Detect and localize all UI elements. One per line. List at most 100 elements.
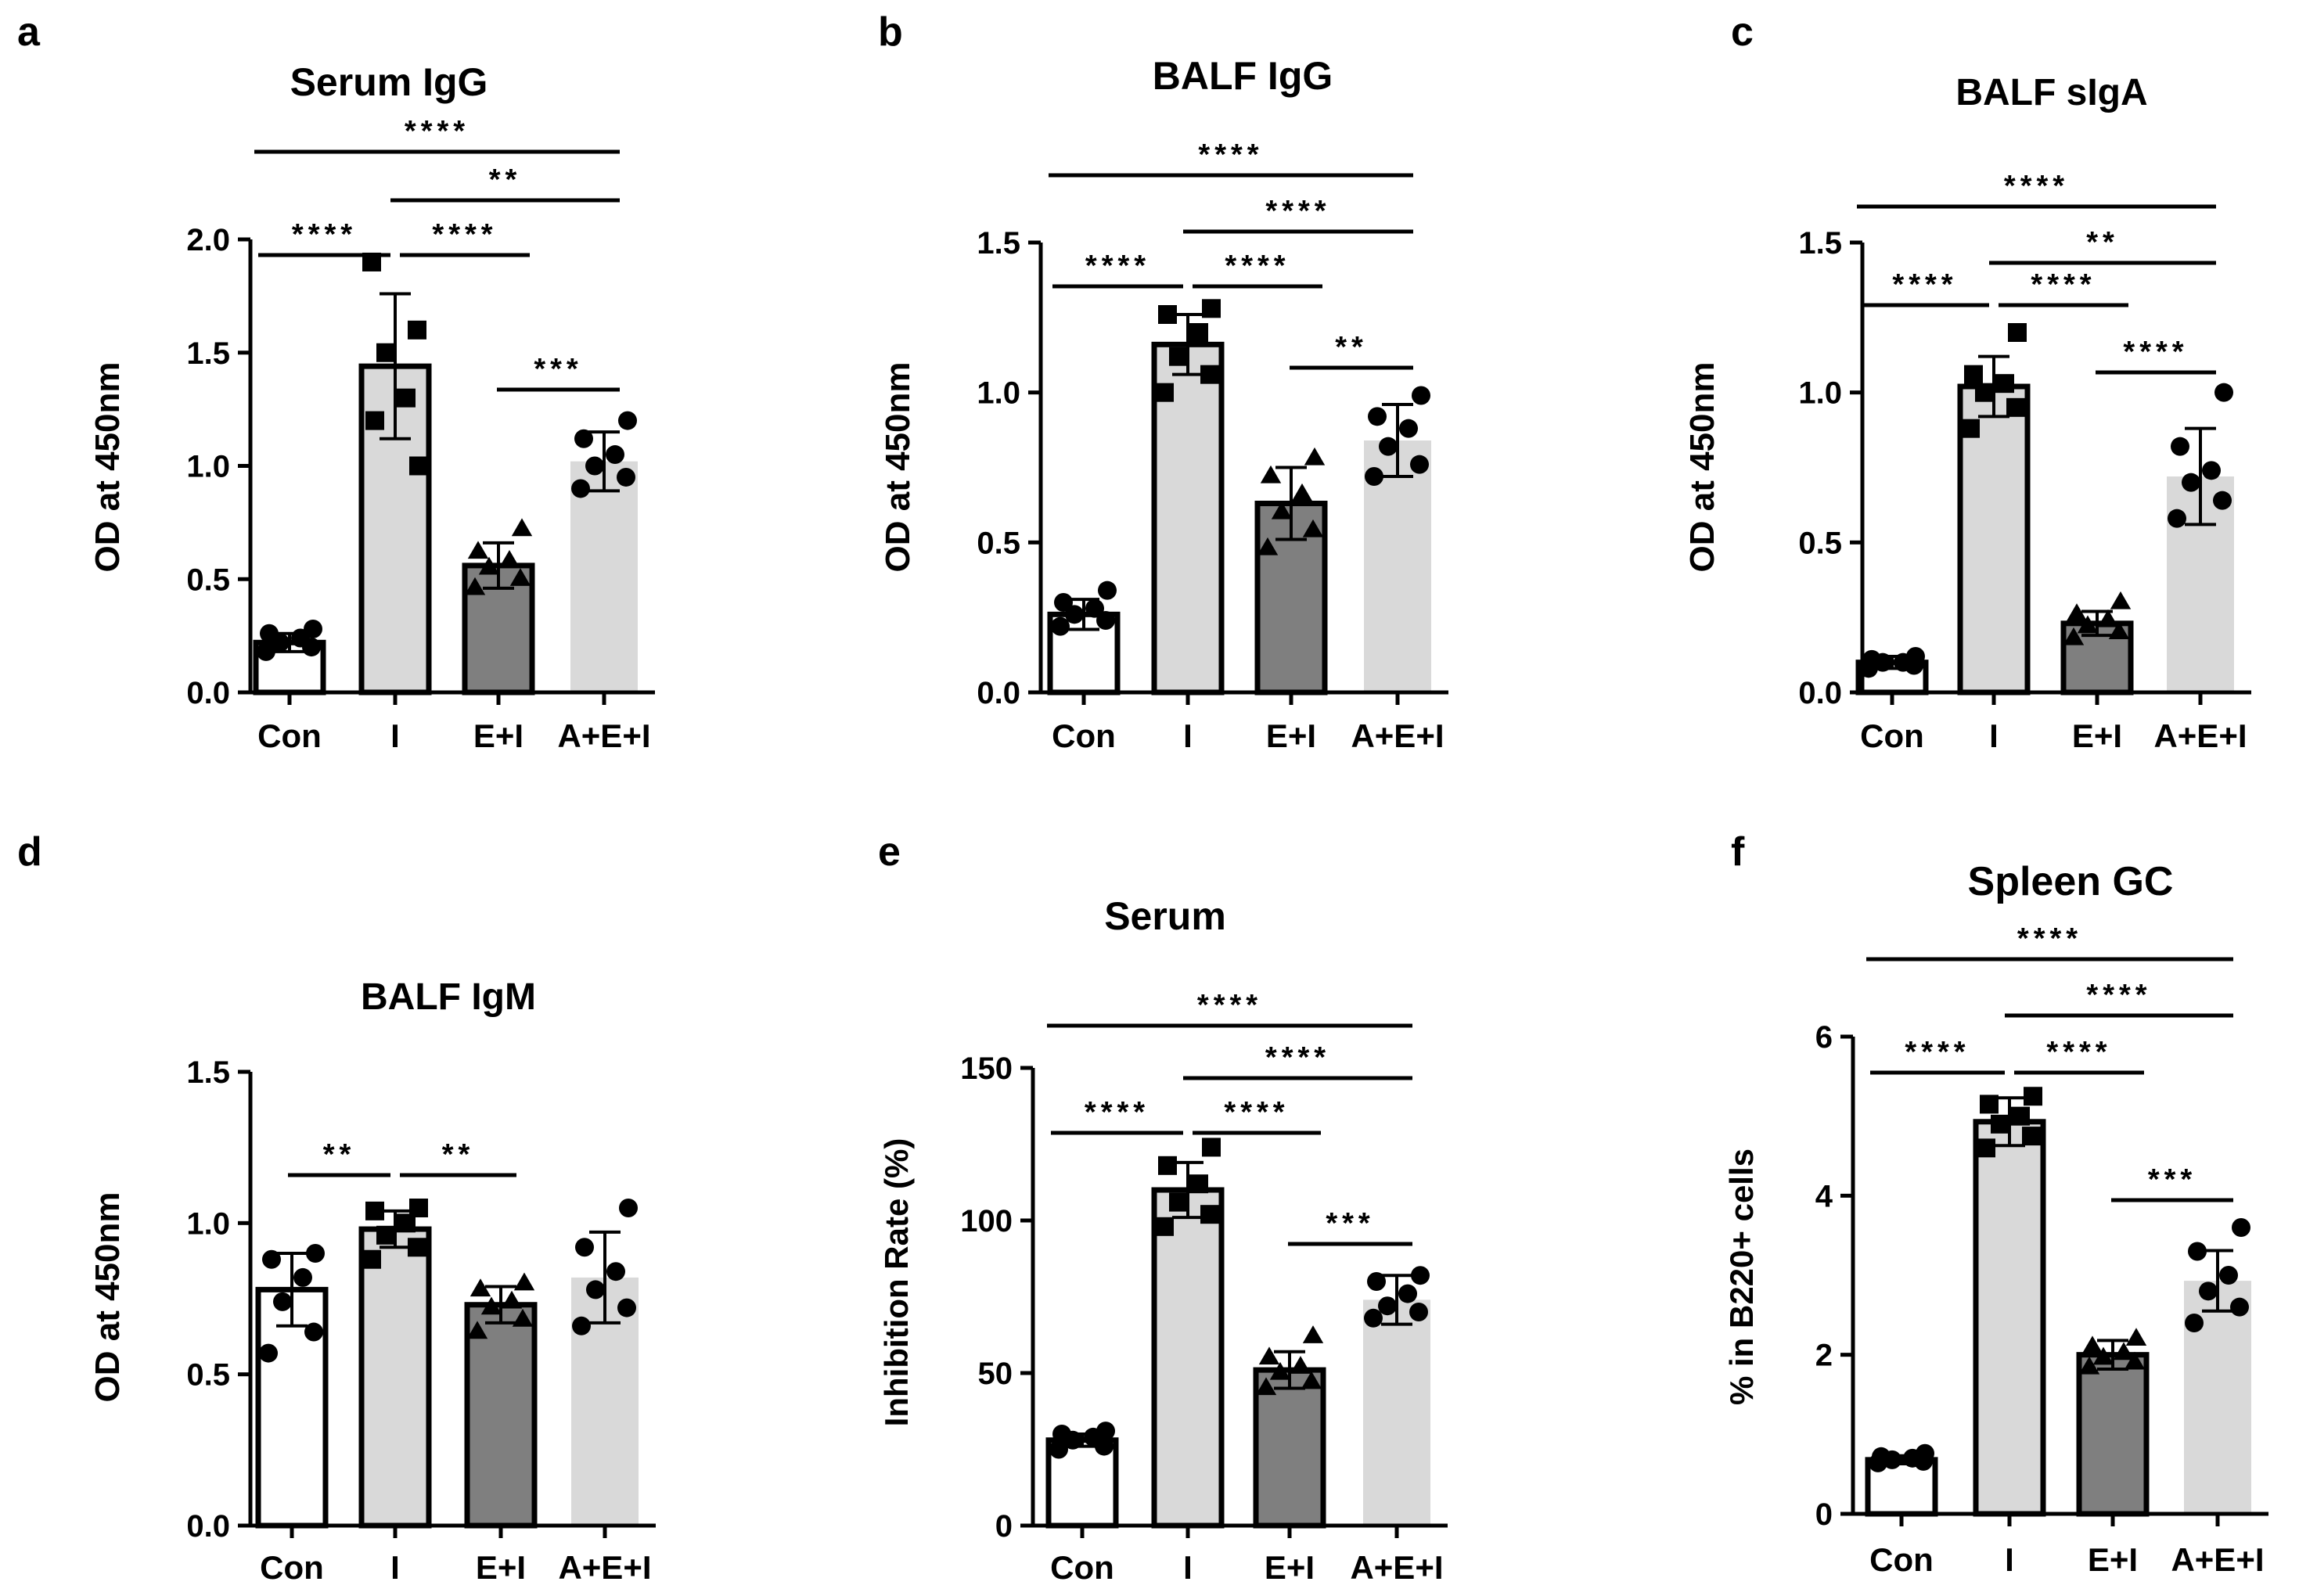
- panel-c-significance-bracket: ****: [1999, 268, 2128, 307]
- panel-b-point: [1410, 455, 1429, 474]
- panel-e-significance-bracket: ****: [1051, 1096, 1183, 1135]
- panel-c-xtick-label: Con: [1860, 717, 1924, 754]
- panel-f-point: [2230, 1297, 2249, 1317]
- panel-d-point: [606, 1262, 625, 1281]
- panel-c-point: [1975, 383, 1994, 402]
- panel-e-bar-apepi: [1363, 1299, 1430, 1526]
- panel-f-xtick-label: A+E+I: [2171, 1541, 2264, 1578]
- panel-e-point: [1302, 1325, 1324, 1343]
- panel-b-errorbar-2: [1275, 466, 1307, 541]
- panel-f-point: [2113, 1342, 2135, 1361]
- panel-a-point: [408, 320, 426, 340]
- panel-e-point: [1301, 1371, 1322, 1389]
- panel-b-point: [1200, 365, 1219, 384]
- panel-f-significance-bracket: ****: [2005, 979, 2233, 1018]
- panel-b-xtick-label: I: [1183, 717, 1193, 754]
- panel-a-significance-label: ***: [534, 353, 582, 386]
- panel-a-point: [498, 549, 520, 568]
- panel-e: e Serum Inhibition Rate (%) 0 50 100 150 Con…: [878, 829, 1448, 1586]
- panel-f-point: [1916, 1443, 1934, 1463]
- panel-a-errorbar-1: [380, 292, 411, 440]
- panel-b-point: [1085, 598, 1104, 618]
- panel-c: c BALF sIgA OD at 450nm 0.0 0.5 1.0 1.5 Con I…: [1683, 9, 2251, 754]
- panel-f-significance-label: ****: [2046, 1036, 2111, 1069]
- panel-a-point: [409, 456, 428, 476]
- panel-e-point: [1155, 1217, 1174, 1236]
- panel-f-point: [2081, 1335, 2103, 1354]
- panel-f-point: [2219, 1266, 2238, 1285]
- panel-c-errorbar-3: [2185, 426, 2216, 527]
- panel-c-significance-label: ****: [2004, 170, 2069, 203]
- panel-b-point: [1155, 383, 1174, 402]
- panel-e-significance-bracket: ***: [1288, 1207, 1412, 1246]
- panel-f-ytick-label: 0: [1815, 1497, 1833, 1532]
- panel-d-point: [470, 1278, 491, 1297]
- panel-b-ytick-label: 0.0: [977, 676, 1020, 710]
- panel-b-significance-label: ****: [1225, 250, 1290, 282]
- panel-d-title: BALF IgM: [361, 976, 536, 1018]
- panel-c-point: [2006, 397, 2025, 417]
- panel-c-significance-bracket: ****: [1857, 170, 2216, 209]
- panel-d-point: [408, 1238, 426, 1257]
- panel-d-point: [259, 1343, 278, 1363]
- panel-b-point: [1202, 299, 1221, 318]
- panel-a-significance-label: ****: [292, 218, 357, 251]
- panel-b-significance-bracket: **: [1290, 331, 1413, 370]
- panel-f-xtick-label: Con: [1869, 1541, 1934, 1578]
- panel-c-point: [1906, 647, 1925, 666]
- panel-b-significance-label: **: [1335, 331, 1368, 364]
- panel-c-xtick-label: A+E+I: [2153, 717, 2247, 754]
- panel-e-point: [1364, 1308, 1383, 1328]
- panel-a-errorbar-3: [588, 430, 620, 493]
- panel-b-ytick-label: 1.5: [977, 226, 1020, 261]
- panel-c-point: [1961, 419, 1980, 438]
- panel-b-point: [1098, 581, 1117, 600]
- panel-a-xtick-label: A+E+I: [557, 717, 650, 754]
- panel-d-point: [304, 1322, 323, 1342]
- panel-letter-b: b: [878, 9, 903, 55]
- panel-b-point: [1169, 347, 1188, 366]
- panel-d-point: [362, 1249, 381, 1269]
- panel-f-point: [2199, 1281, 2218, 1301]
- panel-c-significance-bracket: ****: [2096, 336, 2216, 375]
- panel-d-significance-label: **: [323, 1138, 356, 1171]
- panel-f-significance-bracket: ****: [2014, 1036, 2144, 1075]
- panel-a-point: [260, 624, 279, 643]
- panel-c-point: [1964, 365, 1983, 384]
- panel-f-significance-label: ****: [2017, 922, 2082, 955]
- panel-e-point: [1269, 1361, 1291, 1380]
- panel-a-errorbar-2: [483, 541, 514, 590]
- panel-a-point: [464, 577, 486, 595]
- panel-c-xtick-label: I: [1989, 717, 1999, 754]
- panel-a-point: [617, 467, 635, 487]
- panel-b-significance-bracket: ****: [1049, 138, 1413, 178]
- panel-d-significance-bracket: **: [400, 1138, 516, 1177]
- panel-c-point: [2168, 509, 2186, 528]
- panel-f-point: [1991, 1114, 2009, 1134]
- panel-a-point: [606, 445, 624, 465]
- panel-c-point: [2097, 609, 2119, 627]
- panel-a-point: [397, 388, 416, 408]
- panel-d-ylabel: OD at 450nm: [88, 1192, 127, 1403]
- panel-a-significance-label: ****: [405, 115, 470, 148]
- panel-f-xtick-label: E+I: [2088, 1541, 2138, 1578]
- panel-a-point: [618, 411, 637, 430]
- panel-f-significance-label: ****: [1905, 1036, 1970, 1069]
- panel-b-significance-label: ****: [1265, 195, 1330, 228]
- panel-e-xtick-label: A+E+I: [1350, 1549, 1443, 1586]
- panel-letter-f: f: [1731, 829, 1745, 875]
- panel-d: d BALF IgM OD at 450nm 0.0 0.5 1.0 1.5 Con I E…: [17, 829, 656, 1586]
- panel-d-point: [501, 1290, 523, 1309]
- panel-e-significance-bracket: ****: [1183, 1041, 1412, 1080]
- panel-b-point: [1291, 483, 1313, 501]
- panel-f-ytick-label: 4: [1815, 1179, 1833, 1213]
- panel-e-significance-bracket: ****: [1193, 1096, 1321, 1135]
- panel-b-title: BALF IgG: [1153, 54, 1333, 98]
- panel-e-point: [1158, 1156, 1177, 1175]
- panel-c-ylabel: OD at 450nm: [1683, 362, 1722, 573]
- panel-d-xtick-label: I: [390, 1549, 400, 1586]
- panel-b-point: [1054, 593, 1073, 612]
- panel-a-significance-bracket: ****: [258, 218, 390, 257]
